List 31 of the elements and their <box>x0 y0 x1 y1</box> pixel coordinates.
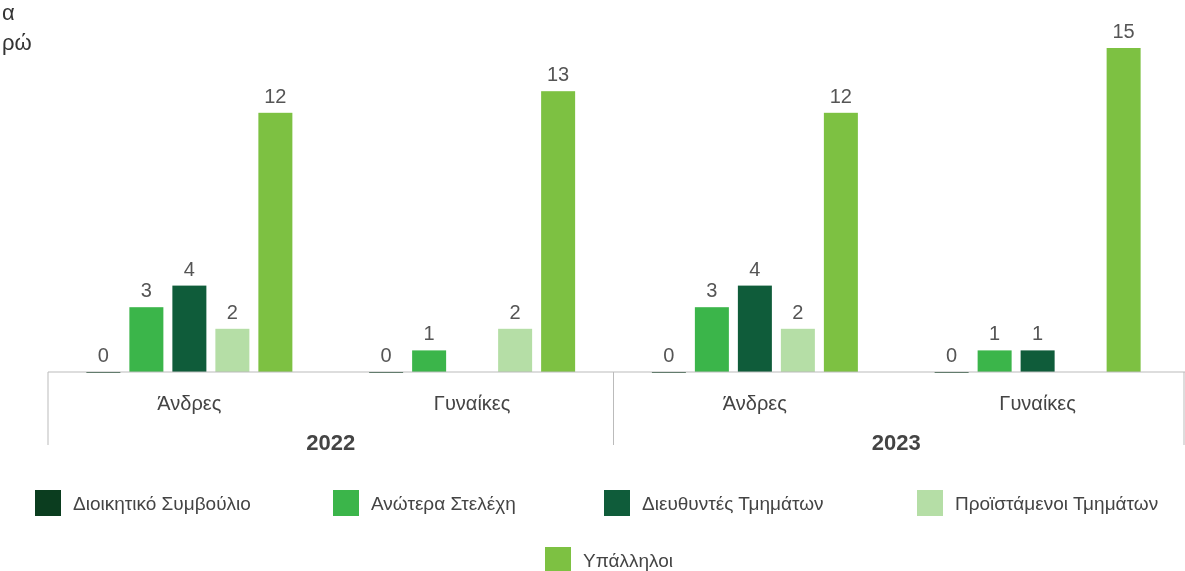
data-label: 1 <box>1032 322 1044 345</box>
data-label: 13 <box>547 63 570 86</box>
data-label: 1 <box>989 322 1001 345</box>
data-label: 1 <box>423 322 435 345</box>
data-label: 3 <box>706 279 718 302</box>
data-label: 4 <box>183 257 195 280</box>
x-tick-label: Άνδρες <box>157 392 222 414</box>
data-label: 2 <box>509 300 521 323</box>
data-label: 12 <box>264 84 287 107</box>
text: α <box>2 0 15 25</box>
legend-label: Διοικητικό Συμβούλιο <box>73 493 251 514</box>
data-label: 15 <box>1112 20 1135 42</box>
text: 2022 <box>306 430 356 455</box>
text: 2023 <box>871 430 921 455</box>
data-label: 0 <box>380 344 392 366</box>
legend-label: Υπάλληλοι <box>583 550 674 571</box>
data-label: 0 <box>663 344 675 366</box>
data-label: 3 <box>140 279 152 302</box>
x-tick-label: Άνδρες <box>722 392 788 414</box>
data-label: 2 <box>226 300 238 323</box>
x-tick-label: Γυναίκες <box>999 392 1077 414</box>
data-label: 0 <box>946 344 958 366</box>
x-tick-label: Γυναίκες <box>433 392 511 414</box>
legend-label: Διευθυντές Τμημάτων <box>642 493 824 514</box>
text: ρώ <box>2 30 32 55</box>
legend-label: Ανώτερα Στελέχη <box>371 493 516 514</box>
data-label: 0 <box>97 344 109 366</box>
data-label: 12 <box>829 84 852 107</box>
legend-label: Προϊστάμενοι Τμημάτων <box>955 493 1159 514</box>
data-label: 4 <box>749 257 761 280</box>
data-label: 2 <box>792 300 804 323</box>
